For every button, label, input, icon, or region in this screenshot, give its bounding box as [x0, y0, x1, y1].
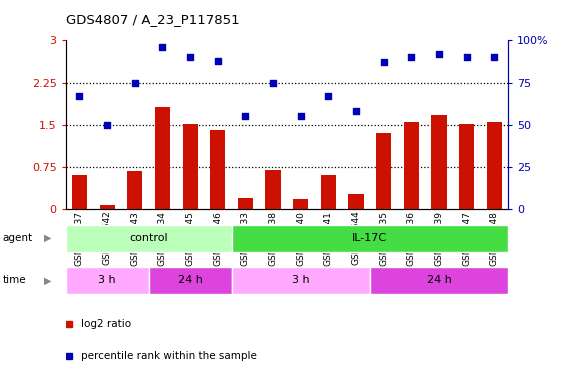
Text: log2 ratio: log2 ratio — [81, 318, 131, 329]
Point — [103, 122, 112, 128]
Bar — [459, 124, 475, 209]
Text: 24 h: 24 h — [178, 275, 203, 285]
Bar — [404, 122, 419, 209]
Bar — [370, 267, 508, 294]
Bar — [66, 225, 232, 252]
Bar — [376, 133, 391, 209]
Bar — [266, 170, 281, 209]
Point — [407, 54, 416, 60]
Bar — [432, 115, 447, 209]
Bar — [348, 194, 364, 209]
Text: 24 h: 24 h — [427, 275, 452, 285]
Point — [435, 51, 444, 57]
Text: percentile rank within the sample: percentile rank within the sample — [81, 351, 257, 361]
Text: agent: agent — [3, 233, 33, 243]
Point — [268, 79, 278, 86]
Point — [241, 113, 250, 119]
Point — [213, 58, 222, 64]
Text: IL-17C: IL-17C — [352, 233, 388, 243]
Bar — [232, 267, 370, 294]
Point — [186, 54, 195, 60]
Text: ▶: ▶ — [43, 275, 51, 285]
Point — [296, 113, 305, 119]
Bar — [293, 199, 308, 209]
Text: ▶: ▶ — [43, 233, 51, 243]
Bar — [66, 267, 148, 294]
Bar — [148, 267, 232, 294]
Text: GDS4807 / A_23_P117851: GDS4807 / A_23_P117851 — [66, 13, 239, 26]
Bar — [321, 175, 336, 209]
Point — [158, 44, 167, 50]
Point — [490, 54, 499, 60]
Text: 3 h: 3 h — [98, 275, 116, 285]
Bar — [238, 198, 253, 209]
Point — [352, 108, 361, 114]
Point — [130, 79, 139, 86]
Bar — [99, 205, 115, 209]
Bar — [232, 225, 508, 252]
Point — [75, 93, 84, 99]
Bar — [210, 131, 226, 209]
Point — [462, 54, 471, 60]
Point — [379, 59, 388, 65]
Bar — [155, 107, 170, 209]
Bar — [183, 124, 198, 209]
Text: control: control — [129, 233, 168, 243]
Text: 3 h: 3 h — [292, 275, 309, 285]
Text: time: time — [3, 275, 26, 285]
Bar — [72, 175, 87, 209]
Bar — [486, 122, 502, 209]
Bar — [127, 171, 142, 209]
Point — [324, 93, 333, 99]
